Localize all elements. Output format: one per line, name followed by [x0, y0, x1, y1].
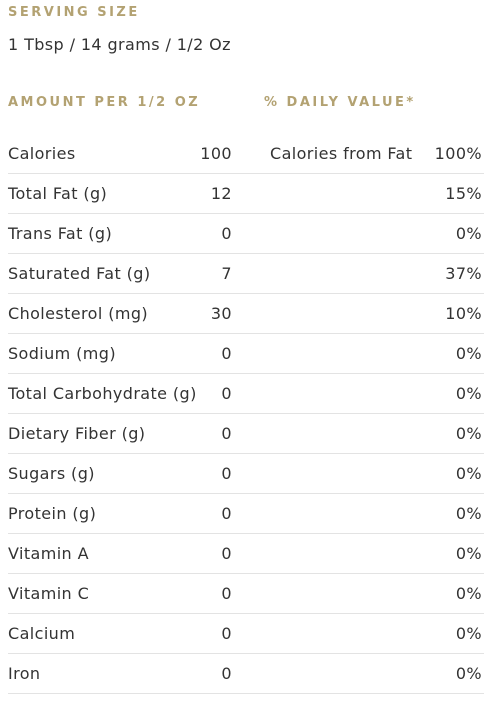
nutrient-name: Vitamin C: [8, 584, 90, 603]
nutrient-amount: 0: [221, 384, 232, 403]
nutrient-daily-value: 0%: [455, 384, 482, 403]
nutrient-amount: 0: [221, 224, 232, 243]
nutrient-name: Cholesterol (mg): [8, 304, 149, 323]
nutrient-amount: 7: [221, 264, 232, 283]
nutrient-daily-value: 37%: [445, 264, 482, 283]
table-row: Saturated Fat (g) 7 37%: [8, 254, 484, 294]
table-row: Cholesterol (mg) 30 10%: [8, 294, 484, 334]
nutrient-daily-value: 0%: [455, 624, 482, 643]
nutrient-daily-value: 0%: [455, 544, 482, 563]
nutrient-daily-value: 0%: [455, 424, 482, 443]
nutrient-extra-label: Calories from Fat: [270, 144, 413, 163]
nutrient-name: Total Fat (g): [8, 184, 108, 203]
table-row: Calcium 0 0%: [8, 614, 484, 654]
amount-per-header: AMOUNT PER 1/2 OZ: [8, 95, 201, 110]
table-row: Dietary Fiber (g) 0 0%: [8, 414, 484, 454]
nutrient-name: Vitamin A: [8, 544, 89, 563]
table-row: Trans Fat (g) 0 0%: [8, 214, 484, 254]
nutrient-amount: 0: [221, 424, 232, 443]
nutrient-amount: 12: [210, 184, 232, 203]
nutrient-name: Sugars (g): [8, 464, 95, 483]
nutrient-name: Trans Fat (g): [8, 224, 113, 243]
daily-value-header: % DAILY VALUE*: [264, 95, 416, 110]
nutrient-daily-value: 0%: [455, 584, 482, 603]
table-row: Sodium (mg) 0 0%: [8, 334, 484, 374]
nutrient-name: Total Carbohydrate (g): [8, 384, 197, 403]
nutrient-amount: 30: [210, 304, 232, 323]
nutrient-daily-value: 0%: [455, 224, 482, 243]
nutrient-daily-value: 100%: [434, 144, 482, 163]
table-row: Calories 100 Calories from Fat 100%: [8, 134, 484, 174]
serving-size-label: SERVING SIZE: [8, 5, 140, 20]
nutrient-amount: 0: [221, 344, 232, 363]
nutrient-amount: 0: [221, 624, 232, 643]
nutrient-amount: 0: [221, 664, 232, 683]
table-row: Total Fat (g) 12 15%: [8, 174, 484, 214]
nutrient-name: Calcium: [8, 624, 76, 643]
nutrient-daily-value: 0%: [455, 504, 482, 523]
nutrient-name: Sodium (mg): [8, 344, 116, 363]
table-row: Vitamin C 0 0%: [8, 574, 484, 614]
nutrient-amount: 0: [221, 584, 232, 603]
table-row: Total Carbohydrate (g) 0 0%: [8, 374, 484, 414]
nutrient-name: Protein (g): [8, 504, 97, 523]
table-row: Sugars (g) 0 0%: [8, 454, 484, 494]
nutrient-amount: 0: [221, 504, 232, 523]
nutrient-amount: 0: [221, 464, 232, 483]
nutrient-daily-value: 0%: [455, 464, 482, 483]
table-row: Vitamin A 0 0%: [8, 534, 484, 574]
nutrient-name: Dietary Fiber (g): [8, 424, 146, 443]
nutrient-daily-value: 10%: [445, 304, 482, 323]
nutrient-name: Calories: [8, 144, 76, 163]
nutrient-daily-value: 0%: [455, 664, 482, 683]
nutrient-amount: 0: [221, 544, 232, 563]
nutrition-table: Calories 100 Calories from Fat 100% Tota…: [8, 134, 484, 694]
nutrient-daily-value: 0%: [455, 344, 482, 363]
nutrient-name: Iron: [8, 664, 41, 683]
table-row: Iron 0 0%: [8, 654, 484, 694]
nutrient-name: Saturated Fat (g): [8, 264, 151, 283]
table-row: Protein (g) 0 0%: [8, 494, 484, 534]
nutrient-daily-value: 15%: [445, 184, 482, 203]
nutrient-amount: 100: [200, 144, 232, 163]
serving-size-value: 1 Tbsp / 14 grams / 1/2 Oz: [8, 35, 231, 54]
